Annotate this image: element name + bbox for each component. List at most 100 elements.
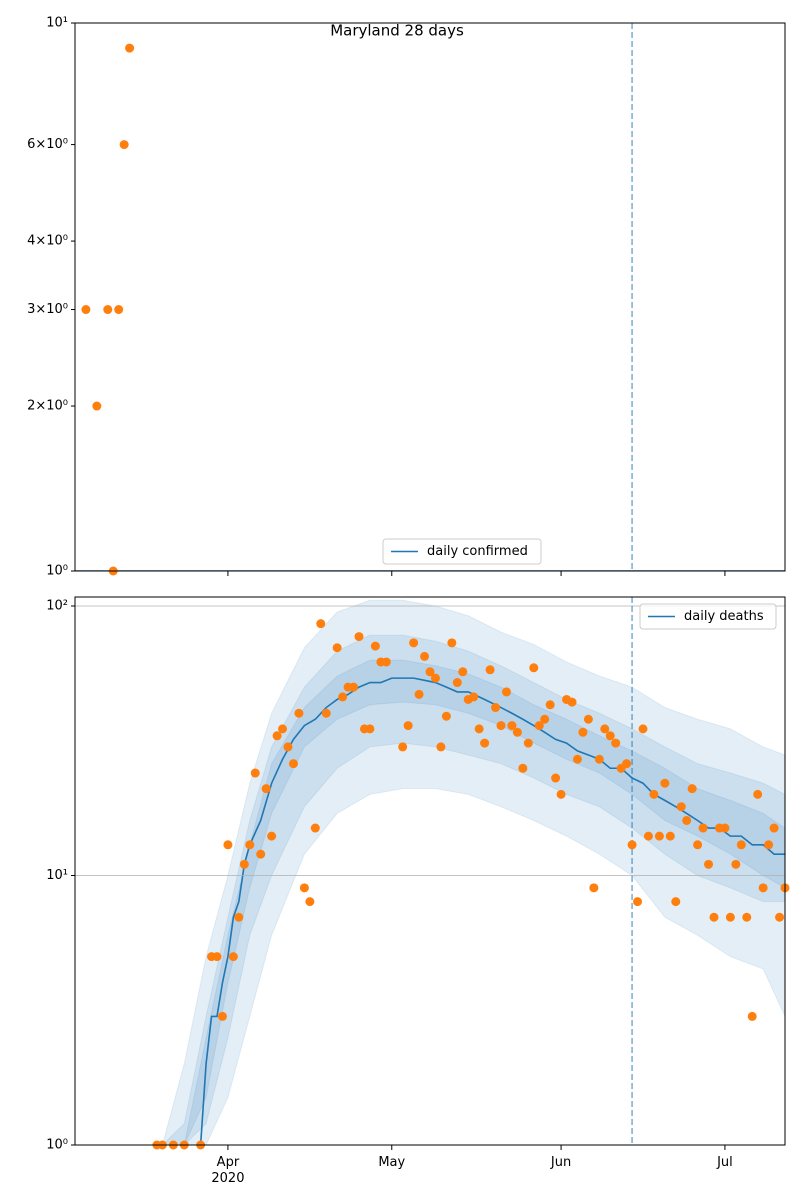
observed-point (430, 673, 440, 683)
observed-point (507, 721, 517, 731)
x-tick-label: Apr 2020 (211, 1155, 244, 1186)
observed-point (649, 789, 659, 799)
observed-point (447, 638, 457, 648)
observed-point (600, 724, 610, 734)
y-tick-label: 6×10⁰ (27, 137, 68, 152)
y-tick-label: 3×10⁰ (27, 302, 68, 317)
observed-point (660, 778, 670, 788)
observed-point (775, 912, 785, 922)
y-tick-label: 10⁰ (46, 1138, 68, 1153)
y-tick-label: 10¹ (46, 868, 68, 883)
observed-point (720, 823, 730, 833)
observed-point (764, 840, 774, 850)
observed-point (665, 831, 675, 841)
observed-point (228, 952, 238, 962)
observed-point (698, 823, 708, 833)
observed-point (638, 724, 648, 734)
observed-point (250, 768, 260, 778)
observed-point (676, 802, 686, 812)
observed-point (594, 754, 604, 764)
observed-point (436, 742, 446, 752)
observed-point (758, 883, 768, 893)
observed-point (272, 731, 282, 741)
observed-point (119, 140, 129, 150)
observed-point (267, 831, 277, 841)
observed-point (747, 1011, 757, 1021)
observed-point (633, 897, 643, 907)
axes-frame (74, 596, 786, 1146)
observed-point (103, 305, 113, 315)
observed-point (283, 742, 293, 752)
observed-point (742, 912, 752, 922)
observed-point (725, 912, 735, 922)
legend-label: daily deaths (684, 609, 764, 624)
observed-point (622, 759, 632, 769)
observed-point (654, 831, 664, 841)
observed-point (485, 665, 495, 675)
observed-point (294, 708, 304, 718)
observed-point (693, 840, 703, 850)
x-tick-label: May (378, 1155, 405, 1170)
observed-point (354, 632, 364, 642)
observed-point (512, 727, 522, 737)
y-tick-label: 10⁰ (46, 564, 68, 579)
observed-point (403, 721, 413, 731)
observed-point (425, 667, 435, 677)
observed-point (398, 742, 408, 752)
observed-point (523, 738, 533, 748)
observed-point (409, 638, 419, 648)
y-tick-label: 10¹ (46, 16, 68, 31)
observed-point (278, 724, 288, 734)
observed-point (441, 711, 451, 721)
observed-point (338, 692, 348, 702)
y-tick-label: 4×10⁰ (27, 234, 68, 249)
confidence-band (162, 659, 785, 1145)
observed-point (589, 883, 599, 893)
observed-point (534, 721, 544, 731)
observed-point (217, 1011, 227, 1021)
observed-point (305, 897, 315, 907)
observed-point (501, 687, 511, 697)
observed-point (709, 912, 719, 922)
observed-point (310, 823, 320, 833)
observed-point (556, 789, 566, 799)
observed-point (234, 912, 244, 922)
x-tick-label: Jul (716, 1155, 733, 1170)
observed-point (731, 859, 741, 869)
observed-point (704, 859, 714, 869)
observed-point (381, 657, 391, 667)
observed-point (81, 305, 91, 315)
observed-point (299, 883, 309, 893)
observed-point (671, 897, 681, 907)
legend-box (382, 538, 542, 565)
confidence-band (161, 599, 785, 1145)
y-tick-label: 10² (46, 599, 68, 614)
legend-box (639, 603, 777, 630)
observed-point (370, 641, 380, 651)
observed-point (239, 859, 249, 869)
legend-label: daily confirmed (427, 544, 528, 559)
observed-point (125, 43, 135, 53)
axes-frame (74, 22, 786, 572)
observed-point (223, 840, 233, 850)
observed-point (245, 840, 255, 850)
observed-point (420, 651, 430, 661)
observed-point (212, 952, 222, 962)
observed-point (551, 773, 561, 783)
y-tick-label: 2×10⁰ (27, 399, 68, 414)
observed-point (491, 703, 501, 713)
observed-point (452, 678, 462, 688)
observed-point (288, 759, 298, 769)
observed-point (469, 692, 479, 702)
observed-point (736, 840, 746, 850)
observed-point (316, 619, 326, 629)
observed-point (92, 401, 102, 411)
observed-point (572, 754, 582, 764)
observed-point (332, 643, 342, 653)
observed-point (567, 697, 577, 707)
observed-point (753, 789, 763, 799)
plot-area (161, 599, 785, 1145)
observed-point (682, 815, 692, 825)
